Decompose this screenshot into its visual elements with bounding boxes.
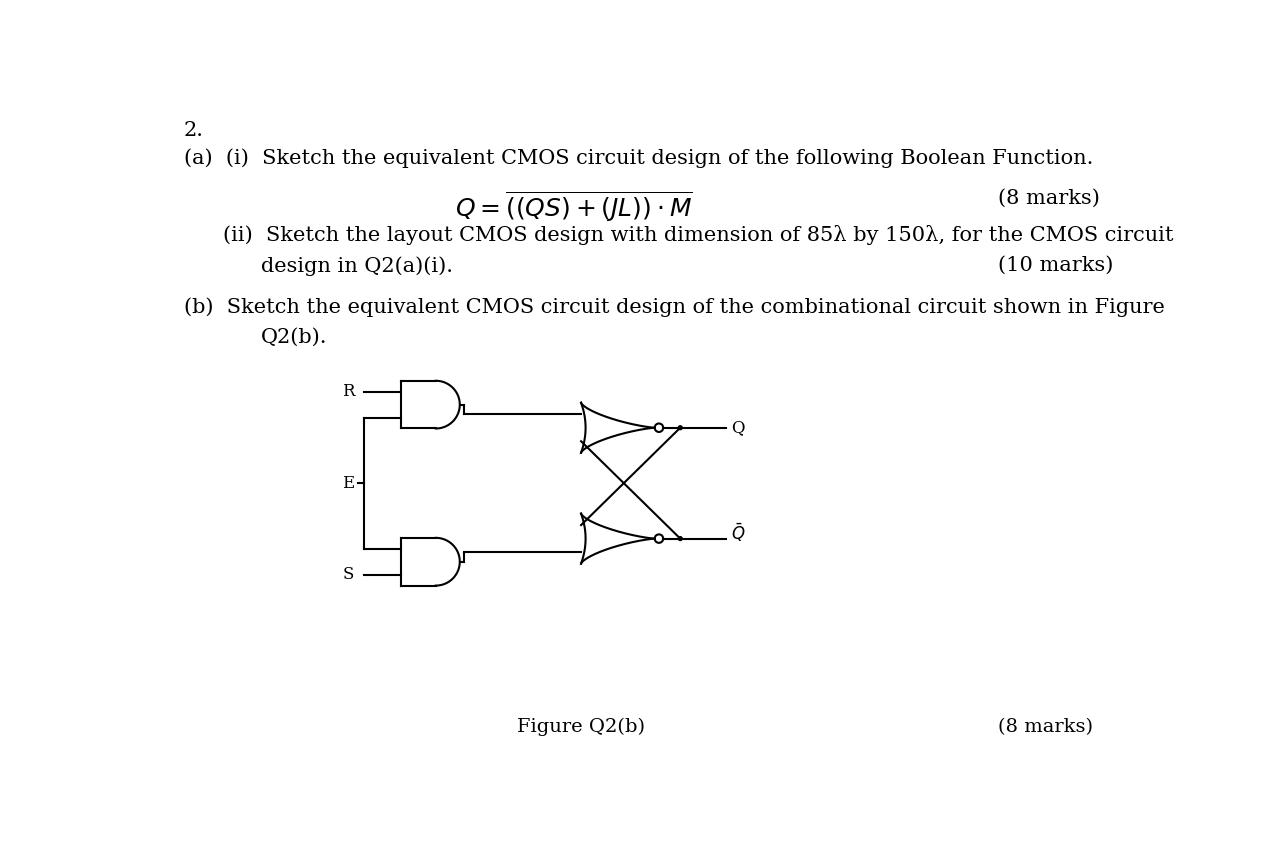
- Text: S: S: [343, 566, 355, 583]
- Text: Figure Q2(b): Figure Q2(b): [517, 717, 645, 736]
- Text: (b)  Sketch the equivalent CMOS circuit design of the combinational circuit show: (b) Sketch the equivalent CMOS circuit d…: [184, 297, 1164, 317]
- Text: $\bar{Q}$: $\bar{Q}$: [731, 522, 745, 545]
- Text: design in Q2(a)(i).: design in Q2(a)(i).: [261, 256, 454, 275]
- Text: Q2(b).: Q2(b).: [261, 328, 328, 347]
- Circle shape: [678, 537, 682, 540]
- Text: Q: Q: [731, 419, 744, 436]
- Text: 2.: 2.: [184, 122, 204, 141]
- Text: (ii)  Sketch the layout CMOS design with dimension of 85λ by 150λ, for the CMOS : (ii) Sketch the layout CMOS design with …: [222, 225, 1173, 245]
- Text: (8 marks): (8 marks): [997, 718, 1092, 736]
- Text: (a)  (i)  Sketch the equivalent CMOS circuit design of the following Boolean Fun: (a) (i) Sketch the equivalent CMOS circu…: [184, 148, 1094, 168]
- Text: (8 marks): (8 marks): [997, 189, 1100, 208]
- Circle shape: [678, 425, 682, 430]
- Text: R: R: [342, 383, 355, 400]
- Text: $Q = \overline{((QS) + (JL)) \cdot M}$: $Q = \overline{((QS) + (JL)) \cdot M}$: [455, 189, 693, 224]
- Text: (10 marks): (10 marks): [997, 256, 1113, 275]
- Text: E: E: [342, 475, 355, 492]
